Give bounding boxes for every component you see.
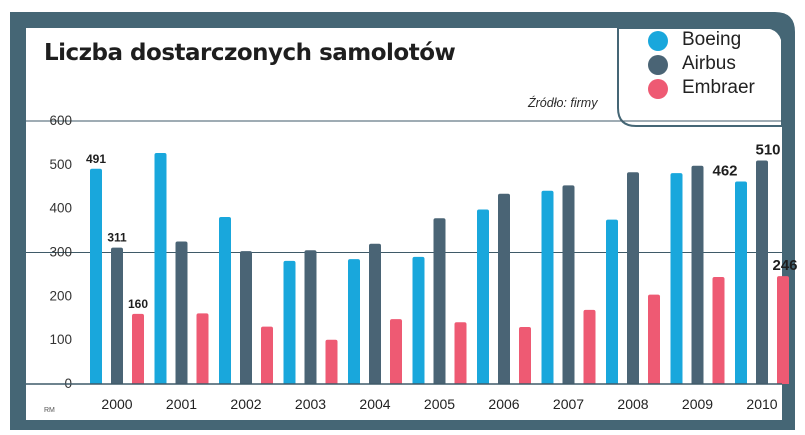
bar-boeing-2009 xyxy=(670,173,683,384)
x-tick-label: 2004 xyxy=(359,396,390,412)
bar-airbus-2003 xyxy=(304,250,317,384)
y-tick-label: 400 xyxy=(49,201,72,216)
source-note: Źródło: firmy xyxy=(528,96,598,110)
legend-item-airbus: Airbus xyxy=(622,52,782,76)
bar-embraer-2009 xyxy=(712,277,725,384)
bar-embraer-2002 xyxy=(261,326,273,384)
x-tick-label: 2002 xyxy=(230,396,261,412)
bar-embraer-2005 xyxy=(454,322,467,384)
bar-airbus-2006 xyxy=(498,193,510,384)
bar-embraer-2006 xyxy=(519,327,531,384)
bar-embraer-2004 xyxy=(390,319,402,384)
bar-airbus-2001 xyxy=(175,241,188,384)
legend-item-boeing: Boeing xyxy=(622,28,782,52)
data-label: 510 xyxy=(755,141,780,158)
bar-embraer-2007 xyxy=(583,309,596,384)
bar-embraer-2001 xyxy=(196,313,209,384)
bar-boeing-2010 xyxy=(735,181,747,384)
bar-airbus-2009 xyxy=(691,165,704,384)
data-label: 160 xyxy=(128,297,148,311)
x-tick-label: 2008 xyxy=(617,396,648,412)
x-tick-label: 2009 xyxy=(682,396,713,412)
legend-swatch-boeing xyxy=(648,31,668,51)
bar-boeing-2004 xyxy=(348,259,360,384)
y-tick-label: 100 xyxy=(49,332,72,347)
bar-airbus-2002 xyxy=(240,251,252,384)
bar-boeing-2003 xyxy=(283,260,296,384)
credit-mark: RM xyxy=(44,407,55,414)
legend-label-airbus: Airbus xyxy=(682,53,736,74)
x-tick-label: 2005 xyxy=(424,396,455,412)
legend-swatch-embraer xyxy=(648,79,668,99)
chart-title: Liczba dostarczonych samolotów xyxy=(44,40,456,66)
legend-swatch-airbus xyxy=(648,55,668,75)
bar-boeing-2007 xyxy=(541,190,554,384)
bar-airbus-2008 xyxy=(627,172,639,384)
bar-boeing-2008 xyxy=(606,219,618,384)
x-tick-label: 2001 xyxy=(166,396,197,412)
data-label: 311 xyxy=(107,231,127,245)
data-label: 246 xyxy=(772,257,797,274)
legend-label-embraer: Embraer xyxy=(682,77,755,98)
bar-boeing-2001 xyxy=(154,152,167,384)
bar-airbus-2004 xyxy=(369,243,381,384)
x-tick-label: 2010 xyxy=(746,396,777,412)
legend-label-boeing: Boeing xyxy=(682,29,742,50)
x-tick-label: 2006 xyxy=(488,396,519,412)
x-tick-label: 2000 xyxy=(101,396,132,412)
bar-airbus-2007 xyxy=(562,185,575,384)
y-tick-label: 500 xyxy=(49,157,72,172)
x-tick-label: 2003 xyxy=(295,396,326,412)
bar-embraer-2000 xyxy=(132,313,144,384)
bar-embraer-2010 xyxy=(777,276,789,384)
y-tick-label: 200 xyxy=(49,288,72,303)
data-label: 491 xyxy=(86,152,106,166)
bar-embraer-2008 xyxy=(648,294,660,384)
bar-airbus-2010 xyxy=(756,160,768,384)
bar-boeing-2005 xyxy=(412,256,425,384)
bar-airbus-2005 xyxy=(433,218,446,384)
plot-area: 0100200300400500600200020012002200320042… xyxy=(26,113,798,412)
x-tick-label: 2007 xyxy=(553,396,584,412)
bar-boeing-2002 xyxy=(219,216,231,384)
bar-boeing-2000 xyxy=(90,168,102,384)
legend-item-embraer: Embraer xyxy=(622,76,782,100)
legend: Boeing Airbus Embraer xyxy=(622,28,782,100)
bar-embraer-2003 xyxy=(325,339,338,384)
data-label: 462 xyxy=(712,162,737,179)
bar-boeing-2006 xyxy=(477,209,489,384)
bar-airbus-2000 xyxy=(111,247,123,384)
y-tick-label: 600 xyxy=(49,113,72,128)
y-tick-label: 300 xyxy=(49,245,72,260)
